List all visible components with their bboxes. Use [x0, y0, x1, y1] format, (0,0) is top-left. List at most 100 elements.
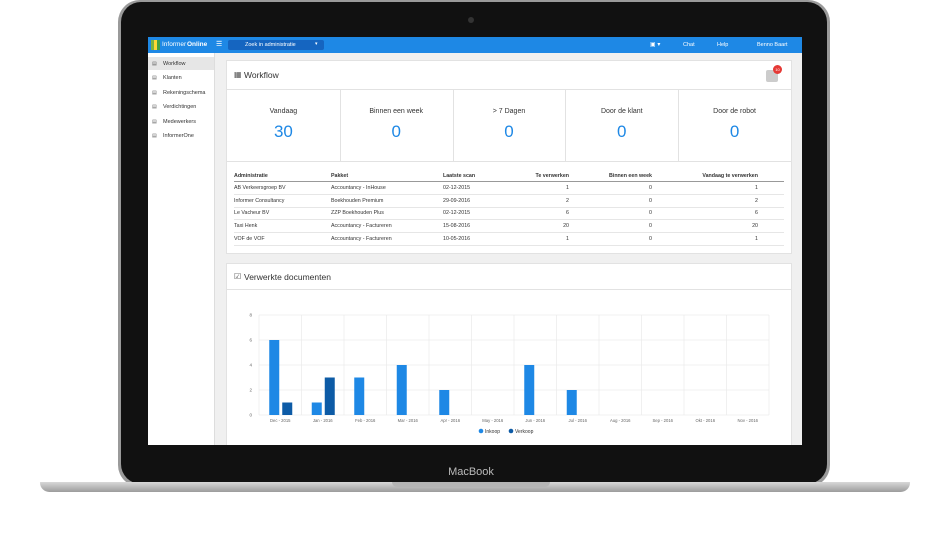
stat-divider [452, 89, 454, 161]
laptop-base [40, 482, 910, 492]
table-cell: 02-12-2015 [443, 210, 471, 217]
stat-value: 0 [729, 122, 740, 141]
bar [324, 377, 335, 415]
table-header: Administratie [234, 173, 268, 179]
table-header: Laatste scan [443, 173, 476, 179]
stat-value: 0 [391, 122, 401, 141]
table-cell: 0 [649, 197, 652, 204]
logo-icon [151, 40, 160, 50]
workflow-panel: ▦ Workflow 1 0 Vandaag 30 Binnen een week 0 > 7 … [226, 60, 792, 254]
bar [566, 390, 577, 415]
nav-chat[interactable]: Chat [683, 41, 695, 48]
sidebar-item[interactable]: Klanten [163, 75, 182, 81]
table-header: Vandaag te verwerken [702, 173, 758, 179]
table-cell: Informer Consultancy [234, 197, 285, 204]
x-tick-label: Sep - 2016 [653, 418, 674, 423]
x-tick-label: Mar - 2016 [398, 418, 419, 423]
legend-label: Verkoop [515, 429, 534, 435]
table-cell: VOF de VOF [234, 235, 265, 242]
x-tick-label: Okt - 2016 [695, 418, 715, 423]
x-tick-label: Jul - 2016 [569, 418, 588, 423]
table-header: Te verwerken [535, 173, 569, 179]
bar [439, 390, 450, 415]
device-label: MacBook [448, 466, 494, 478]
bar [311, 402, 322, 415]
table-cell: Taxi Henk [234, 223, 258, 230]
sidebar-icon: ▤ [152, 119, 157, 125]
table-cell: 1 [566, 185, 569, 191]
legend-swatch [478, 428, 484, 434]
laptop-notch [392, 482, 550, 487]
stat-divider [565, 89, 567, 161]
x-tick-label: Jan - 2016 [313, 418, 333, 423]
logo-bold[interactable]: Online [187, 41, 208, 48]
table-cell: Accountancy - InHouse [331, 185, 386, 191]
stat-value: 30 [273, 122, 293, 141]
stat-value: 0 [504, 122, 514, 141]
screen: Informer Online ☰ Zoek in administratie … [148, 37, 802, 445]
table-cell: 1 [755, 235, 758, 242]
bar [354, 377, 365, 415]
menu-toggle[interactable]: ☰ [216, 41, 223, 48]
bar [524, 365, 535, 415]
table-cell: Le Vacheur BV [234, 210, 270, 217]
bar [396, 365, 407, 415]
x-tick-label: Feb - 2016 [355, 418, 376, 423]
stat-label: Vandaag [269, 108, 298, 115]
sidebar-item[interactable]: InformerOne [163, 133, 194, 139]
table-header-line [234, 181, 784, 182]
search-box[interactable] [228, 40, 324, 50]
sidebar-item[interactable]: Rekeningschema [163, 90, 206, 96]
bar [269, 340, 280, 415]
chart: 0 2 4 6 8 Dec - 2015 Jan - 2016 Feb - 2016 Mar -… [249, 313, 770, 435]
sidebar-icon: ▤ [152, 61, 157, 67]
x-tick-label: Nov - 2016 [738, 418, 759, 423]
y-tick-label: 8 [249, 313, 252, 318]
table-cell: 0 [649, 235, 652, 242]
trash-icon[interactable]: ▣ ▾ [650, 41, 661, 48]
legend-label: Inkoop [485, 429, 500, 435]
row-line [234, 194, 784, 195]
legend-swatch [508, 428, 514, 434]
stat-label: > 7 Dagen [492, 108, 526, 115]
x-tick-label: Apr - 2016 [440, 418, 460, 423]
documents-panel: ☑ Verwerkte documenten 0 2 4 6 8 Dec - 2015 Jan … [226, 263, 792, 445]
table-cell: 15-08-2016 [443, 223, 471, 230]
panel-title: Workflow [244, 70, 279, 80]
x-tick-label: May - 2016 [482, 418, 504, 423]
y-tick-label: 0 [249, 413, 252, 418]
y-tick-label: 2 [249, 388, 252, 393]
sidebar-item[interactable]: Verdichtingen [163, 104, 197, 110]
x-tick-label: Jun - 2016 [525, 418, 545, 423]
nav-help[interactable]: Help [717, 41, 729, 48]
sidebar-icon: ▤ [152, 104, 157, 110]
table-cell: 2 [566, 197, 569, 204]
divider [227, 161, 791, 162]
table-cell: 10-05-2016 [443, 235, 471, 242]
table-cell: 0 [649, 210, 652, 217]
search-caret: ▾ [315, 41, 318, 47]
divider [227, 89, 791, 90]
sidebar [148, 53, 215, 445]
panel-title: Verwerkte documenten [244, 272, 331, 282]
sidebar-item[interactable]: Medewerkers [163, 119, 197, 125]
table-cell: 0 [649, 185, 652, 191]
table-cell: 20 [752, 223, 758, 230]
y-tick-label: 6 [249, 338, 252, 343]
table-cell: 0 [649, 223, 652, 230]
table-cell: 20 [563, 223, 569, 230]
stat-label: Binnen een week [369, 108, 424, 115]
stat-divider [678, 89, 680, 161]
bar [282, 402, 293, 415]
y-tick-label: 4 [249, 363, 252, 368]
panel-icon: ▦ [234, 70, 242, 79]
sidebar-item[interactable]: Workflow [163, 61, 186, 67]
x-tick-label: Aug - 2016 [610, 418, 631, 423]
table-header: Pakket [331, 173, 349, 179]
table-cell: Accountancy - Factureren [331, 223, 392, 230]
sidebar-active [148, 57, 214, 70]
panel-icon: ☑ [234, 272, 242, 281]
nav-user[interactable]: Benno Baart [757, 41, 788, 48]
table-cell: 29-09-2016 [443, 197, 471, 204]
divider [227, 289, 791, 290]
